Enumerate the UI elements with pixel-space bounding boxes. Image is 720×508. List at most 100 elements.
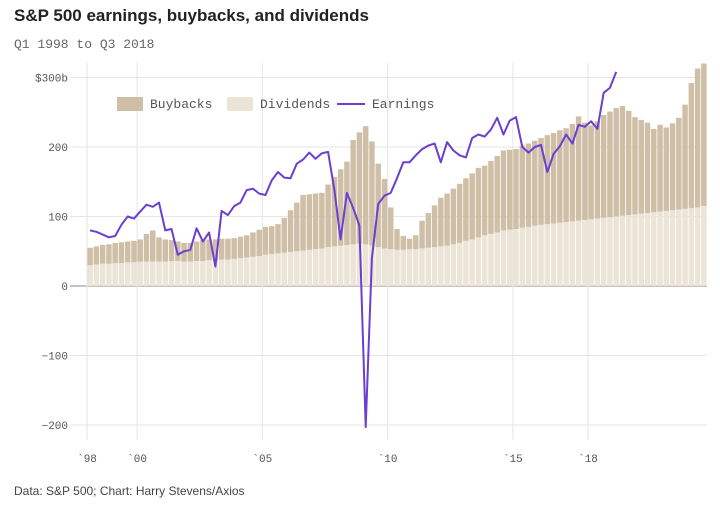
buybacks-bar xyxy=(594,121,601,219)
buybacks-bar xyxy=(406,238,413,250)
dividends-bar xyxy=(200,260,206,286)
buybacks-bar xyxy=(513,149,519,230)
buybacks-bar xyxy=(294,202,300,252)
dividends-bar xyxy=(287,251,294,286)
dividends-bar xyxy=(456,242,463,286)
buybacks-bar xyxy=(682,104,688,209)
dividends-bar xyxy=(550,223,557,286)
dividends-bar xyxy=(237,258,244,286)
buybacks-bar xyxy=(506,149,513,230)
dividends-bar xyxy=(156,261,162,286)
buybacks-bar xyxy=(431,205,438,248)
dividends-bar xyxy=(494,232,500,286)
x-tick-label: `00 xyxy=(127,453,147,466)
dividends-bar xyxy=(575,220,582,286)
dividends-bar xyxy=(143,261,150,286)
x-tick-label: `15 xyxy=(503,453,523,466)
dividends-bar xyxy=(500,230,507,286)
dividends-bar xyxy=(375,247,381,286)
buybacks-bar xyxy=(218,238,225,260)
chart-source: Data: S&P 500; Chart: Harry Stevens/Axio… xyxy=(14,484,245,498)
buybacks-bar xyxy=(331,176,338,247)
buybacks-legend-label: Buybacks xyxy=(150,97,212,112)
buybacks-bar xyxy=(237,236,244,259)
buybacks-bar xyxy=(481,165,488,236)
buybacks-bar xyxy=(350,140,356,245)
dividends-bar xyxy=(225,259,231,286)
y-tick-label: 200 xyxy=(48,143,68,155)
dividends-bar xyxy=(381,248,388,286)
dividends-bar xyxy=(694,207,701,286)
buybacks-bar xyxy=(344,161,350,245)
buybacks-bar xyxy=(306,194,313,250)
chart-title: S&P 500 earnings, buybacks, and dividend… xyxy=(14,6,369,25)
dividends-bar xyxy=(175,260,181,286)
dividends-bar xyxy=(168,260,175,286)
buybacks-bar xyxy=(300,194,306,251)
buybacks-bar xyxy=(162,239,169,262)
dividends-bar xyxy=(419,248,425,286)
buybacks-bar xyxy=(193,241,200,261)
buybacks-bar xyxy=(381,178,388,249)
dividends-bar xyxy=(362,244,369,286)
dividends-bar xyxy=(557,222,563,286)
buybacks-bar xyxy=(613,108,619,217)
dividends-bar xyxy=(444,245,450,286)
buybacks-bar xyxy=(319,192,325,249)
buybacks-bar xyxy=(625,110,632,216)
buybacks-bar xyxy=(494,156,500,233)
chart-subtitle: Q1 1998 to Q3 2018 xyxy=(14,37,155,52)
dividends-bar xyxy=(300,250,306,286)
dividends-bar xyxy=(406,249,413,286)
dividends-bar xyxy=(438,246,444,286)
buybacks-bar xyxy=(669,123,676,211)
dividends-bar xyxy=(569,221,576,286)
buybacks-bar xyxy=(676,117,682,210)
dividends-bar xyxy=(312,249,319,286)
dividends-bar xyxy=(243,257,250,286)
dividends-bar xyxy=(262,254,269,286)
buybacks-bar xyxy=(269,226,275,255)
dividends-bar xyxy=(676,209,682,286)
buybacks-bar xyxy=(369,141,375,246)
buybacks-bar xyxy=(262,226,269,255)
buybacks-bar xyxy=(632,117,638,215)
buybacks-bar xyxy=(619,105,626,216)
buybacks-bar xyxy=(388,207,394,250)
buybacks-bar xyxy=(488,160,494,234)
dividends-bar xyxy=(657,211,663,286)
buybacks-bar xyxy=(118,242,125,264)
buybacks-bar xyxy=(644,122,651,214)
dividends-bar xyxy=(594,218,601,286)
buybacks-bar xyxy=(469,173,475,240)
dividends-bar xyxy=(218,259,225,286)
dividends-bar xyxy=(337,245,344,286)
buybacks-bar xyxy=(575,116,582,221)
buybacks-bar xyxy=(187,242,194,262)
line-layer xyxy=(89,71,618,429)
dividends-bar xyxy=(131,262,137,286)
buybacks-bar xyxy=(150,230,156,262)
buybacks-bar xyxy=(131,240,137,263)
buybacks-bar xyxy=(638,119,644,214)
earnings-legend-label: Earnings xyxy=(372,97,434,112)
buybacks-bar xyxy=(450,188,457,245)
dividends-bar xyxy=(488,233,494,286)
buybacks-bar xyxy=(500,150,507,231)
grid-layer xyxy=(70,63,707,440)
buybacks-bar xyxy=(231,238,237,259)
dividends-bar xyxy=(344,244,350,286)
buybacks-bar xyxy=(287,210,294,252)
buybacks-bar xyxy=(557,130,563,223)
dividends-bar xyxy=(413,249,419,286)
dividends-bar xyxy=(350,244,356,286)
dividends-bar xyxy=(669,210,676,286)
dividends-bar xyxy=(625,215,632,286)
x-tick-label: `05 xyxy=(252,453,272,466)
buybacks-bar xyxy=(106,244,112,264)
buybacks-bar xyxy=(463,178,469,241)
dividends-bar xyxy=(294,251,300,286)
buybacks-bar xyxy=(212,239,219,261)
dividends-bar xyxy=(150,261,156,286)
